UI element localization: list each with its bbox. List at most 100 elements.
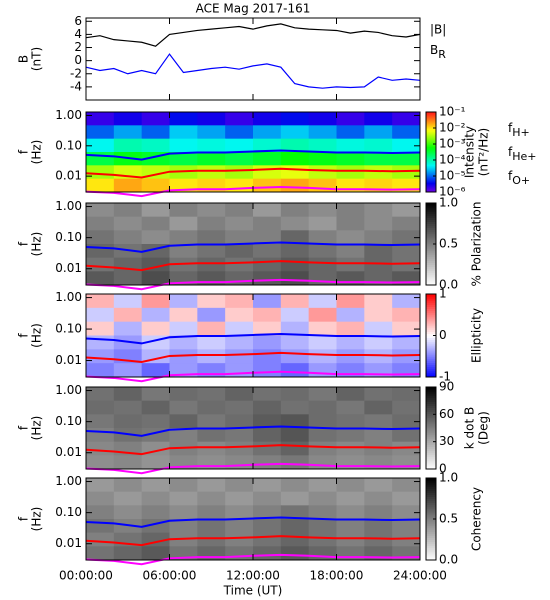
heatmap-cell	[308, 335, 337, 350]
heatmap-cell	[253, 491, 282, 506]
colorbar-step	[426, 203, 436, 206]
heatmap-cell	[197, 138, 226, 153]
heatmap-cell	[253, 478, 282, 493]
heatmap-cell	[169, 441, 198, 456]
y-tick-label: 0.10	[55, 414, 82, 428]
colorbar-step	[426, 450, 436, 454]
chart-title: ACE Mag 2017-161	[196, 2, 311, 16]
heatmap-cell	[392, 491, 421, 506]
heatmap-cell	[86, 455, 115, 470]
legend-entry: fHe+	[508, 145, 537, 164]
colorbar-step	[426, 219, 436, 222]
heatmap-cell	[86, 152, 115, 166]
heatmap-cell	[392, 125, 421, 140]
heatmap-cell	[113, 112, 143, 126]
heatmap-cell	[336, 138, 365, 153]
colorbar-step	[426, 456, 436, 460]
heatmap-cell	[225, 335, 254, 350]
heatmap-cell	[336, 414, 365, 429]
colorbar-step	[426, 126, 436, 129]
colorbar-step	[426, 395, 436, 398]
heatmap-cell	[308, 363, 337, 378]
heatmap-cell	[169, 491, 198, 506]
colorbar-step	[426, 248, 436, 251]
heatmap-cell	[336, 428, 365, 443]
colorbar-step	[426, 304, 436, 307]
heatmap-cell	[364, 349, 393, 364]
heatmap-cell	[253, 532, 282, 547]
heatmap-cell	[113, 546, 143, 561]
heatmap-cell	[225, 491, 254, 506]
heatmap-cell	[280, 257, 310, 272]
colorbar-step	[426, 440, 436, 443]
heatmap-cell	[336, 230, 365, 245]
colorbar-step	[426, 366, 436, 370]
colorbar-step	[426, 300, 436, 303]
heatmap-cell	[169, 244, 198, 259]
heatmap-cell	[336, 257, 365, 272]
heatmap-cell	[113, 203, 143, 218]
heatmap-cell	[113, 294, 143, 309]
colorbar-step	[426, 140, 436, 143]
heatmap-cell	[113, 125, 143, 140]
heatmap-cell	[86, 125, 115, 140]
colorbar-step	[426, 325, 436, 328]
x-tick-label: 24:00:00	[393, 569, 447, 583]
colorbar-step	[426, 466, 436, 470]
y-tick-label: 0.01	[55, 445, 82, 459]
colorbar-step	[426, 207, 436, 210]
heatmap-cell	[308, 428, 337, 443]
colorbar-step	[426, 557, 436, 561]
heatmap-cell	[169, 152, 198, 166]
heatmap-cell	[280, 363, 310, 378]
colorbar-step	[426, 158, 436, 161]
colorbar-step	[426, 276, 436, 280]
colorbar-step	[426, 551, 436, 555]
heatmap-cell	[364, 321, 393, 336]
colorbar-step	[426, 227, 436, 231]
colorbar-tick-label: 30	[439, 434, 454, 448]
heatmap-cell	[336, 335, 365, 350]
colorbar-tick-label: 10⁻¹	[439, 105, 466, 119]
heatmap-cell	[364, 230, 393, 245]
colorbar-step	[426, 358, 436, 361]
heatmap-cell	[86, 244, 115, 259]
heatmap-cell	[86, 257, 115, 272]
colorbar-step	[426, 403, 436, 406]
colorbar-step	[426, 434, 436, 437]
colorbar-step	[426, 302, 436, 305]
colorbar-step	[426, 128, 436, 131]
heatmap-cell	[225, 112, 254, 126]
heatmap-cell	[225, 178, 254, 193]
colorbar-step	[426, 154, 436, 157]
heatmap-cell	[169, 112, 198, 126]
colorbar-step	[426, 421, 436, 425]
heatmap-cell	[253, 257, 282, 272]
colorbar-step	[426, 136, 436, 139]
heatmap-cell	[392, 138, 421, 153]
colorbar-label: k dot B	[463, 407, 477, 449]
colorbar-step	[426, 335, 436, 339]
heatmap-cell	[113, 455, 143, 470]
heatmap-cell	[308, 441, 337, 456]
heatmap-cell	[364, 505, 393, 520]
heatmap-cell	[280, 165, 310, 180]
heatmap-cell	[113, 491, 143, 506]
colorbar-step	[426, 547, 436, 551]
heatmap-cell	[308, 230, 337, 245]
y-tick-label: 0.01	[55, 169, 82, 183]
heatmap-cell	[169, 138, 198, 153]
colorbar-step	[426, 393, 436, 396]
heatmap-cell	[364, 257, 393, 272]
heatmap-cell	[308, 216, 337, 231]
colorbar-step	[426, 170, 436, 173]
colorbar-step	[426, 166, 436, 169]
heatmap-cell	[280, 271, 310, 286]
heatmap-cell	[280, 294, 310, 309]
colorbar-step	[426, 397, 436, 400]
colorbar-step	[426, 417, 436, 421]
colorbar-step	[426, 280, 436, 284]
heatmap-cell	[197, 321, 226, 336]
data-line	[85, 53, 421, 89]
heatmap-cell	[364, 152, 393, 166]
